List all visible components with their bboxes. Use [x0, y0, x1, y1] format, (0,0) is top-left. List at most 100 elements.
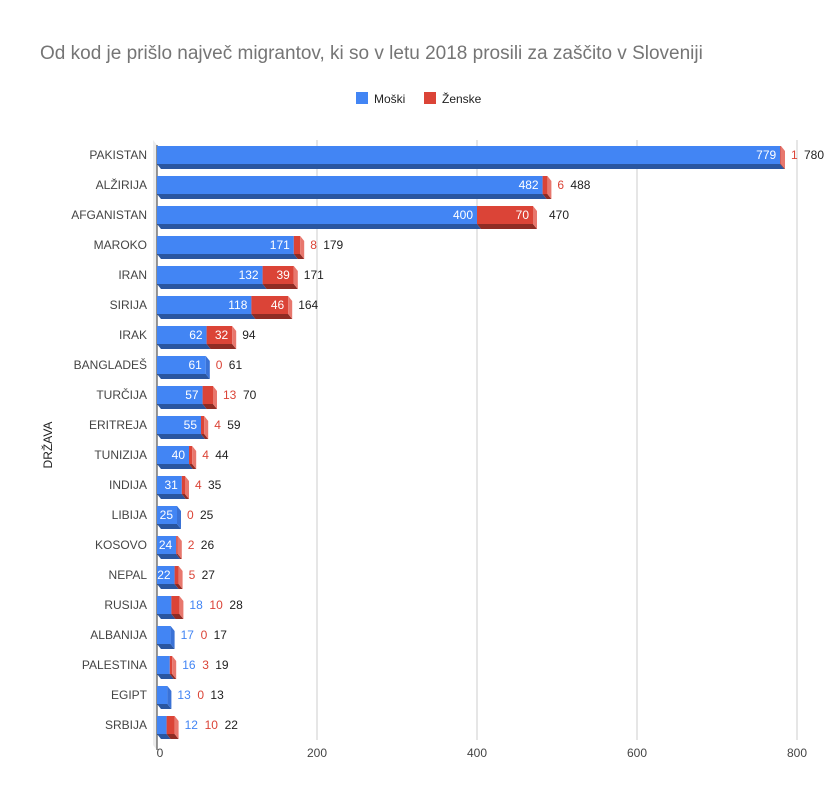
bar-side-face — [179, 596, 184, 619]
bar-group: SRBIJA 12 10 22 — [105, 716, 238, 739]
data-label-moski: 18 — [189, 598, 203, 612]
data-label-moski: 132 — [239, 268, 259, 282]
bar-segment-zenske — [174, 566, 179, 584]
bar-bottom-face — [157, 224, 481, 229]
category-label: NEPAL — [109, 568, 148, 582]
category-label: SIRIJA — [110, 298, 147, 312]
total-label: 19 — [215, 658, 229, 672]
bar-bottom-face — [206, 344, 237, 349]
data-label-moski: 57 — [185, 388, 199, 402]
x-tick-label: 800 — [787, 746, 807, 760]
bar-bottom-face — [157, 254, 298, 259]
data-label-moski: 55 — [184, 418, 198, 432]
bar-side-face — [288, 296, 293, 319]
bar-segment-moski — [157, 356, 206, 374]
bar-bottom-face — [157, 584, 179, 589]
bar-bottom-face — [157, 374, 210, 379]
bar-segment-moski — [157, 626, 171, 644]
bar-bottom-face — [176, 554, 182, 559]
data-label-zenske: 10 — [209, 598, 223, 612]
bar-group: BANGLADEŠ 61 0 61 — [74, 356, 243, 379]
data-label-moski: 62 — [189, 328, 203, 342]
bar-segment-zenske — [477, 206, 533, 224]
bar-side-face — [204, 416, 209, 439]
bar-group: TUNIZIJA 40 4 44 — [94, 446, 229, 469]
bar-group: ALBANIJA 17 0 17 — [90, 626, 227, 649]
data-label-moski: 61 — [188, 358, 202, 372]
bar-segment-zenske — [189, 446, 193, 464]
bar-side-face — [547, 176, 552, 199]
bar-bottom-face — [157, 404, 207, 409]
bar-group: INDIJA 31 4 35 — [109, 476, 222, 499]
x-tick-label: 400 — [467, 746, 487, 760]
bar-side-face — [213, 386, 217, 409]
data-label-zenske: 4 — [202, 448, 209, 462]
bar-segment-moski — [157, 686, 168, 704]
bar-segment-moski — [157, 566, 175, 584]
bar-side-face — [781, 146, 785, 169]
data-label-moski: 12 — [185, 718, 199, 732]
bar-bottom-face — [157, 614, 176, 619]
bar-segment-moski — [157, 296, 252, 314]
legend-label-zenske: Ženske — [442, 91, 482, 106]
bar-segment-moski — [157, 416, 201, 434]
bar-bottom-face — [201, 434, 209, 439]
total-label: 70 — [243, 388, 257, 402]
bar-group: LIBIJA 25 0 25 — [112, 506, 214, 529]
bar-side-face — [177, 506, 181, 529]
data-label-moski: 17 — [181, 628, 195, 642]
bar-group: ALŽIRIJA 482 6 488 — [96, 176, 591, 199]
data-label-zenske: 0 — [201, 628, 208, 642]
bar-bottom-face — [181, 494, 189, 499]
bar-bottom-face — [157, 164, 785, 169]
data-label-zenske: 4 — [214, 418, 221, 432]
bar-segment-zenske — [201, 416, 205, 434]
category-label: LIBIJA — [112, 508, 147, 522]
data-label-zenske: 39 — [276, 268, 290, 282]
legend: Moški Ženske — [356, 91, 482, 106]
bar-bottom-face — [542, 194, 552, 199]
total-label: 171 — [304, 268, 324, 282]
data-label-zenske: 0 — [197, 688, 204, 702]
bar-segment-zenske — [176, 536, 178, 554]
bar-bottom-face — [157, 494, 186, 499]
data-label-moski: 13 — [177, 688, 191, 702]
legend-label-moski: Moški — [374, 92, 405, 106]
bar-side-face — [533, 206, 537, 229]
category-label: IRAN — [118, 268, 147, 282]
data-label-moski: 400 — [453, 208, 473, 222]
bar-segment-zenske — [293, 236, 301, 254]
bar-bottom-face — [157, 434, 205, 439]
category-label: ALŽIRIJA — [96, 177, 147, 192]
data-label-zenske: 8 — [310, 238, 317, 252]
category-label: PALESTINA — [82, 658, 147, 672]
category-label: MAROKO — [94, 238, 147, 252]
data-label-zenske: 6 — [557, 178, 564, 192]
total-label: 61 — [229, 358, 243, 372]
data-label-moski: 24 — [159, 538, 173, 552]
category-label: AFGANISTAN — [71, 208, 147, 222]
bar-segment-zenske — [542, 176, 548, 194]
data-label-moski: 118 — [228, 298, 247, 312]
bar-segment-moski — [157, 236, 294, 254]
total-label: 470 — [549, 208, 569, 222]
bar-segment-moski — [157, 326, 207, 344]
bar-segment-moski — [157, 596, 172, 614]
bar-segment-zenske — [206, 326, 233, 344]
data-label-moski: 40 — [172, 448, 186, 462]
bar-bottom-face — [169, 674, 177, 679]
total-label: 94 — [242, 328, 256, 342]
category-label: TURČIJA — [96, 387, 147, 402]
bar-group: KOSOVO 24 2 26 — [95, 536, 214, 559]
bar-bottom-face — [157, 554, 181, 559]
total-label: 22 — [225, 718, 239, 732]
category-label: RUSIJA — [104, 598, 147, 612]
total-label: 27 — [202, 568, 216, 582]
data-label-zenske: 3 — [202, 658, 209, 672]
bar-side-face — [293, 266, 298, 289]
total-label: 59 — [227, 418, 241, 432]
bar-segment-moski — [157, 506, 177, 524]
category-label: BANGLADEŠ — [74, 357, 147, 372]
bar-side-face — [232, 326, 237, 349]
